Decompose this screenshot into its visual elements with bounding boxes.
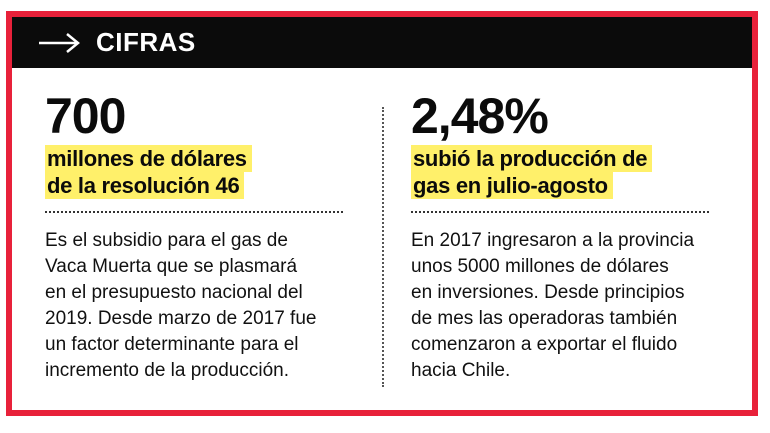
body-line: hacia Chile. bbox=[411, 360, 511, 381]
dotted-separator bbox=[45, 211, 343, 213]
body-line: unos 5000 millones de dólares bbox=[411, 256, 669, 277]
body-line: comenzaron a exportar el fluido bbox=[411, 334, 678, 355]
stat-left-number: 700 bbox=[45, 88, 126, 144]
stat-right-caption: subió la producción de gas en julio-agos… bbox=[411, 145, 731, 199]
caption-line: subió la producción de bbox=[411, 145, 653, 172]
infobox-frame: CIFRAS 700 millones de dólares de la res… bbox=[6, 11, 758, 416]
column-divider bbox=[382, 107, 384, 387]
header-bar: CIFRAS bbox=[12, 17, 752, 68]
stat-left-caption: millones de dólares de la resolución 46 bbox=[45, 145, 355, 199]
body-line: de mes las operadoras también bbox=[411, 308, 678, 329]
stat-right-number: 2,48% bbox=[411, 88, 549, 144]
stat-right: 2,48% subió la producción de gas en juli… bbox=[411, 91, 731, 384]
caption-line: de la resolución 46 bbox=[45, 172, 245, 199]
dotted-separator bbox=[411, 211, 709, 213]
caption-line: gas en julio-agosto bbox=[411, 172, 613, 199]
body-line: un factor determinante para el bbox=[45, 334, 299, 355]
stat-left-body: Es el subsidio para el gas de Vaca Muert… bbox=[45, 228, 355, 384]
body-line: en el presupuesto nacional del bbox=[45, 282, 303, 303]
body-line: Vaca Muerta que se plasmará bbox=[45, 256, 298, 277]
body-line: Es el subsidio para el gas de bbox=[45, 230, 288, 251]
body-line: 2019. Desde marzo de 2017 fue bbox=[45, 308, 317, 329]
arrow-right-icon bbox=[39, 33, 80, 53]
header-title: CIFRAS bbox=[96, 27, 196, 57]
stat-right-body: En 2017 ingresaron a la provincia unos 5… bbox=[411, 228, 731, 384]
body-line: en inversiones. Desde principios bbox=[411, 282, 685, 303]
stat-left: 700 millones de dólares de la resolución… bbox=[45, 91, 355, 384]
body-line: En 2017 ingresaron a la provincia bbox=[411, 230, 695, 251]
body-line: incremento de la producción. bbox=[45, 360, 289, 381]
caption-line: millones de dólares bbox=[45, 145, 252, 172]
